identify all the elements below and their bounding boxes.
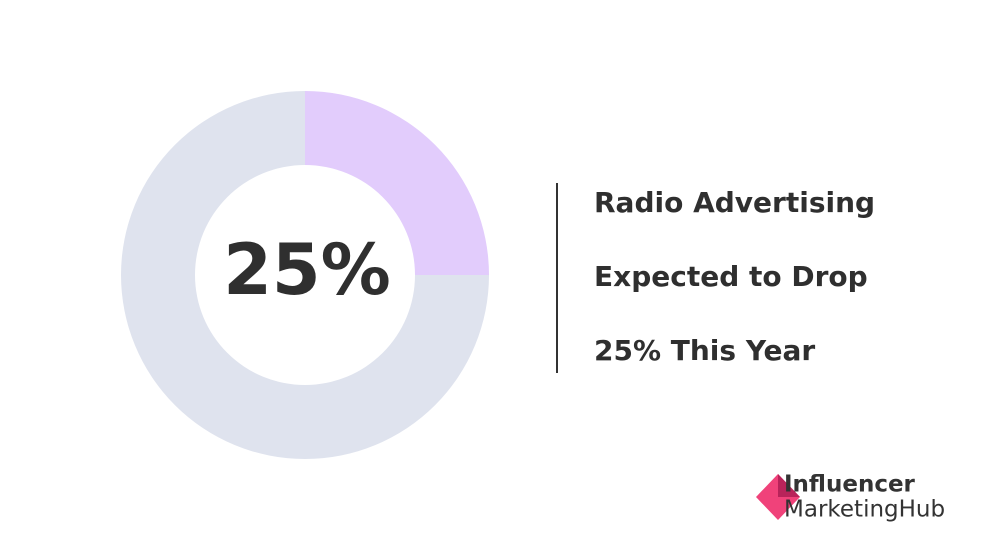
center-label: 25% (223, 229, 391, 311)
logo-mark (778, 474, 800, 497)
donut-segment (305, 91, 489, 275)
donut-chart (121, 91, 489, 459)
logo-text: Influencer (784, 472, 916, 498)
logo: Influencer MarketingHub (756, 472, 945, 523)
headline-line: Expected to Drop (594, 260, 868, 293)
headline-line: Radio Advertising (594, 186, 875, 219)
donut-segment (121, 91, 489, 459)
headline-line: 25% This Year (594, 334, 815, 367)
logo-text: MarketingHub (784, 497, 945, 523)
